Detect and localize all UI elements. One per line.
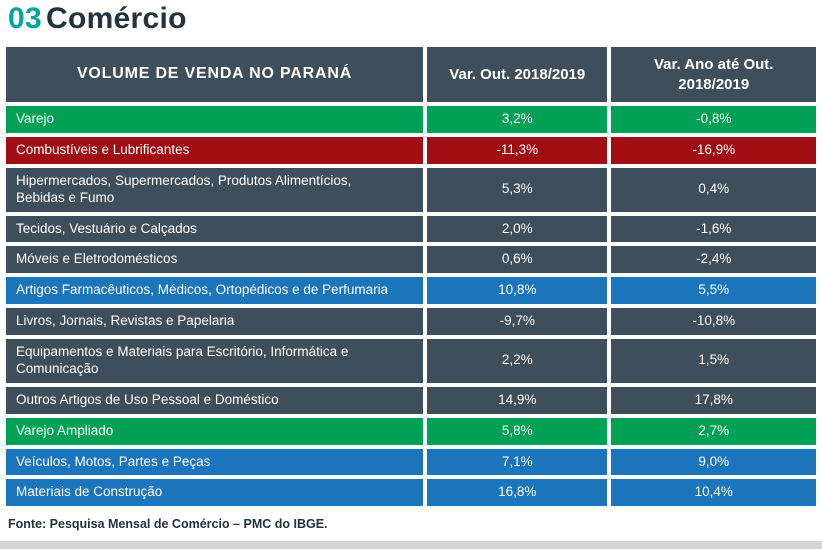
category-cell: Veículos, Motos, Partes e Peças: [6, 448, 424, 476]
table-row: Equipamentos e Materiais para Escritório…: [6, 339, 816, 383]
source-note: Fonte: Pesquisa Mensal de Comércio – PMC…: [8, 517, 328, 532]
category-cell: Hipermercados, Supermercados, Produtos A…: [6, 167, 424, 212]
table-row: Hipermercados, Supermercados, Produtos A…: [6, 167, 816, 212]
header-var-ano-ate-out: Var. Ano até Out. 2018/2019: [611, 47, 816, 102]
category-cell: Varejo Ampliado: [6, 417, 424, 445]
page-title-text: Comércio: [45, 2, 187, 35]
table-body: Varejo 3,2% -0,8% Combustíveis e Lubrifican…: [6, 106, 816, 507]
table-row: Combustíveis e Lubrificantes -11,3% -16,9%: [6, 136, 816, 164]
var-out-cell: 10,8%: [427, 277, 608, 305]
var-out-cell: 3,2%: [427, 106, 608, 133]
category-cell: Móveis e Eletrodomésticos: [6, 246, 424, 274]
var-ano-cell: 5,5%: [611, 277, 816, 305]
table-row: Materiais de Construção 16,8% 10,4%: [6, 479, 816, 507]
sales-volume-table: VOLUME DE VENDA NO PARANÁ Var. Out. 2018…: [2, 43, 820, 510]
bottom-bar: [0, 541, 822, 549]
var-out-cell: 14,9%: [427, 386, 608, 414]
var-ano-cell: 10,4%: [611, 479, 816, 507]
table-row: Veículos, Motos, Partes e Peças 7,1% 9,0%: [6, 448, 816, 476]
table-header-row: VOLUME DE VENDA NO PARANÁ Var. Out. 2018…: [6, 47, 816, 102]
var-out-cell: 5,8%: [427, 417, 608, 445]
table-row: Móveis e Eletrodomésticos 0,6% -2,4%: [6, 246, 816, 274]
var-out-cell: 2,0%: [427, 215, 608, 243]
category-cell: Materiais de Construção: [6, 479, 424, 507]
var-ano-cell: 0,4%: [611, 167, 816, 212]
var-out-cell: 2,2%: [427, 339, 608, 383]
var-ano-cell: -0,8%: [611, 106, 816, 133]
category-cell: Artigos Farmacêuticos, Médicos, Ortopédi…: [6, 277, 424, 305]
var-ano-cell: -2,4%: [611, 246, 816, 274]
table-row: Varejo 3,2% -0,8%: [6, 106, 816, 133]
category-cell: Equipamentos e Materiais para Escritório…: [6, 339, 424, 383]
category-cell: Combustíveis e Lubrificantes: [6, 136, 424, 164]
var-out-cell: -11,3%: [427, 136, 608, 164]
var-out-cell: 7,1%: [427, 448, 608, 476]
var-ano-cell: -16,9%: [611, 136, 816, 164]
table-row: Outros Artigos de Uso Pessoal e Doméstic…: [6, 386, 816, 414]
table-row: Varejo Ampliado 5,8% 2,7%: [6, 417, 816, 445]
var-ano-cell: 17,8%: [611, 386, 816, 414]
var-out-cell: -9,7%: [427, 308, 608, 335]
page-title-number: 03: [8, 2, 42, 35]
var-ano-cell: -1,6%: [611, 215, 816, 243]
var-ano-cell: 1,5%: [611, 339, 816, 383]
header-var-out: Var. Out. 2018/2019: [427, 47, 608, 102]
table-row: Tecidos, Vestuário e Calçados 2,0% -1,6%: [6, 215, 816, 243]
table-row: Artigos Farmacêuticos, Médicos, Ortopédi…: [6, 277, 816, 305]
category-cell: Tecidos, Vestuário e Calçados: [6, 215, 424, 243]
var-ano-cell: 9,0%: [611, 448, 816, 476]
var-out-cell: 5,3%: [427, 167, 608, 212]
category-cell: Varejo: [6, 106, 424, 133]
category-cell: Livros, Jornais, Revistas e Papelaria: [6, 308, 424, 335]
table-row: Livros, Jornais, Revistas e Papelaria -9,…: [6, 308, 816, 335]
page-title: 03 Comércio: [8, 2, 822, 35]
var-out-cell: 0,6%: [427, 246, 608, 274]
var-out-cell: 16,8%: [427, 479, 608, 507]
var-ano-cell: 2,7%: [611, 417, 816, 445]
var-ano-cell: -10,8%: [611, 308, 816, 335]
header-volume-venda: VOLUME DE VENDA NO PARANÁ: [6, 47, 424, 102]
category-cell: Outros Artigos de Uso Pessoal e Doméstic…: [6, 386, 424, 414]
